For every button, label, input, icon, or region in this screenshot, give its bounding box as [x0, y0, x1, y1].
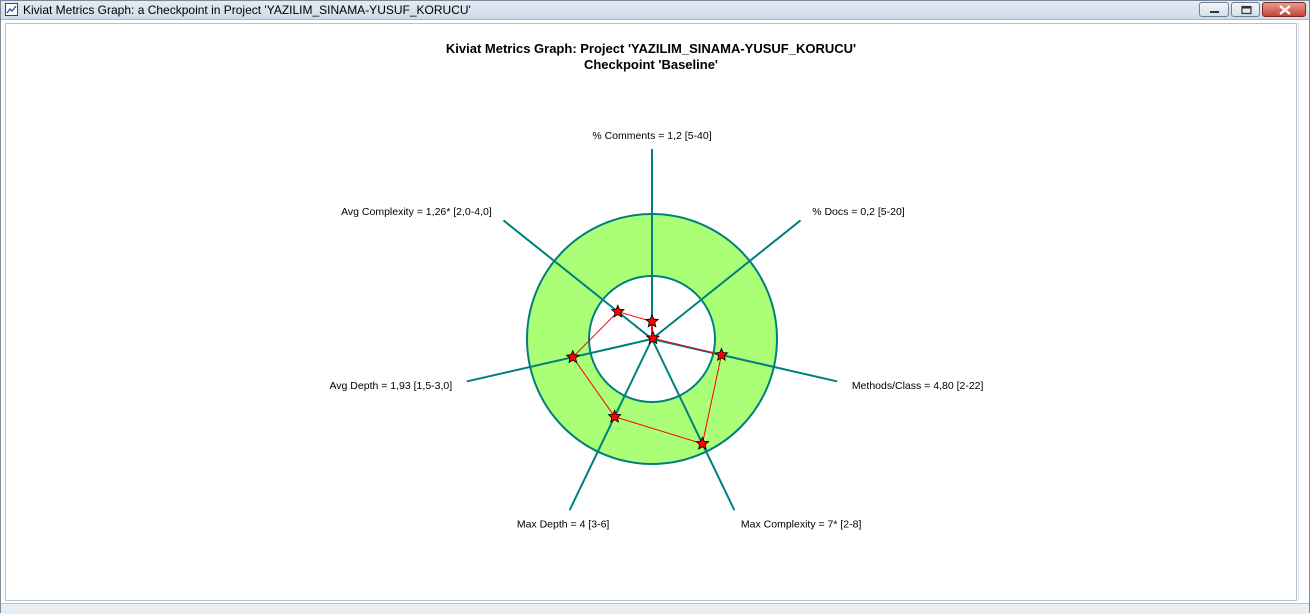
axis-line: [651, 219, 802, 340]
axis-line: [568, 338, 653, 511]
data-point-marker: [714, 347, 729, 361]
axis-line: [651, 338, 838, 383]
normal-range-band: [527, 214, 777, 464]
axis-line: [466, 338, 653, 383]
minimize-icon: [1210, 11, 1219, 13]
chart-title: Kiviat Metrics Graph: Project 'YAZILIM_S…: [445, 41, 857, 56]
axis-label: Avg Complexity = 1,26* [2,0-4,0]: [341, 206, 492, 218]
axis-label: Methods/Class = 4,80 [2-22]: [852, 380, 984, 392]
data-point-marker: [645, 330, 661, 345]
data-point-marker: [565, 349, 580, 364]
data-point-marker: [610, 304, 625, 318]
data-point-marker: [695, 436, 710, 450]
axis-label: % Comments = 1,2 [5-40]: [592, 130, 711, 142]
metric-polygon: [572, 311, 723, 445]
close-button[interactable]: [1262, 2, 1306, 17]
maximize-button[interactable]: [1231, 2, 1260, 17]
data-point-marker: [644, 313, 660, 328]
axis-label: % Docs = 0,2 [5-20]: [812, 206, 905, 218]
minimize-button[interactable]: [1199, 2, 1229, 17]
axis-line: [651, 338, 736, 511]
chart-subtitle: Checkpoint 'Baseline': [583, 57, 719, 72]
axis-label: Avg Depth = 1,93 [1,5-3,0]: [329, 380, 452, 392]
axis-label: Max Complexity = 7* [2-8]: [741, 519, 862, 531]
maximize-icon: [1241, 5, 1252, 15]
data-point-marker: [607, 409, 622, 423]
title-bar[interactable]: Kiviat Metrics Graph: a Checkpoint in Pr…: [1, 1, 1309, 20]
chart-icon: [5, 3, 18, 16]
status-bar: [1, 603, 1309, 614]
close-icon: [1279, 5, 1291, 15]
axis-line: [502, 219, 653, 340]
window-title: Kiviat Metrics Graph: a Checkpoint in Pr…: [23, 3, 471, 17]
axis-label: Max Depth = 4 [3-6]: [517, 519, 610, 531]
window-edge: [1298, 23, 1307, 601]
